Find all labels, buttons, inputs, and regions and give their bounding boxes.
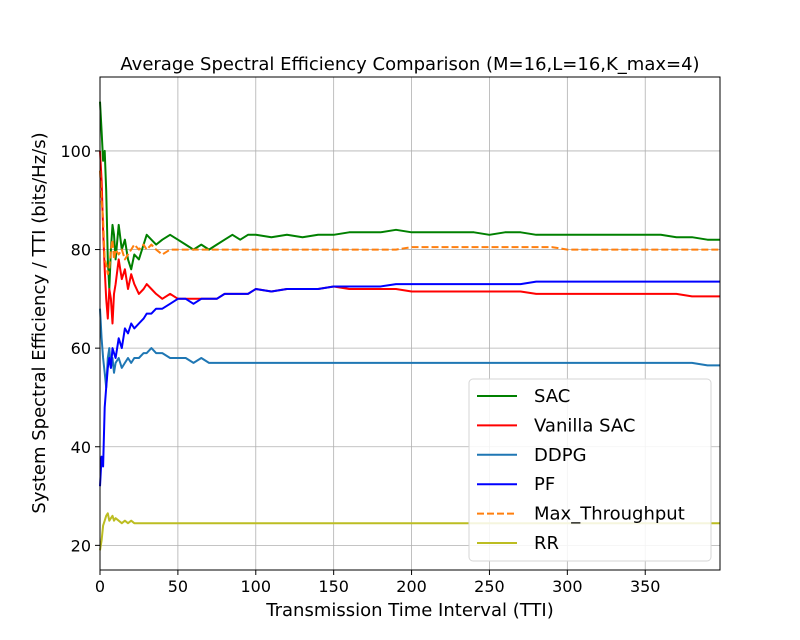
legend-label: SAC (534, 386, 570, 407)
series-line-sac (99, 101, 720, 290)
legend-label: RR (534, 533, 559, 554)
legend-label: Max_Throughput (534, 504, 685, 525)
x-tick-label: 50 (168, 577, 188, 596)
series-line-pf (99, 280, 720, 487)
x-axis: 0 50 100 150 200 250 300 350 (95, 570, 661, 596)
x-tick-label: 250 (474, 577, 505, 596)
plot-frame (99, 76, 721, 571)
legend: SAC Vanilla SAC DDPG PF Max_Throughput RR (468, 378, 712, 562)
y-tick-label: 60 (71, 339, 91, 358)
series-line-max-throughput (99, 170, 720, 276)
chart-title: Average Spectral Efficiency Comparison (… (120, 54, 699, 75)
x-tick-label: 200 (396, 577, 427, 596)
series-line-ddpg (99, 308, 720, 389)
y-axis-label: System Spectral Efficiency / TTI (bits/H… (29, 132, 50, 513)
series-line-vanilla-sac (99, 150, 720, 325)
y-tick-label: 80 (71, 241, 91, 260)
x-tick-label: 300 (552, 577, 583, 596)
y-tick-label: 40 (71, 438, 91, 457)
series-layer (99, 101, 720, 551)
x-tick-label: 100 (241, 577, 272, 596)
x-tick-label: 0 (95, 577, 105, 596)
x-axis-label: Transmission Time Interval (TTI) (265, 600, 553, 621)
legend-label: DDPG (534, 445, 587, 466)
y-tick-label: 20 (71, 536, 91, 555)
legend-label: Vanilla SAC (534, 415, 635, 436)
legend-label: PF (534, 474, 555, 495)
y-axis: 20 40 60 80 100 (60, 142, 100, 555)
x-tick-label: 150 (318, 577, 349, 596)
y-tick-label: 100 (60, 142, 91, 161)
x-tick-label: 350 (630, 577, 661, 596)
legend-box (468, 378, 712, 562)
